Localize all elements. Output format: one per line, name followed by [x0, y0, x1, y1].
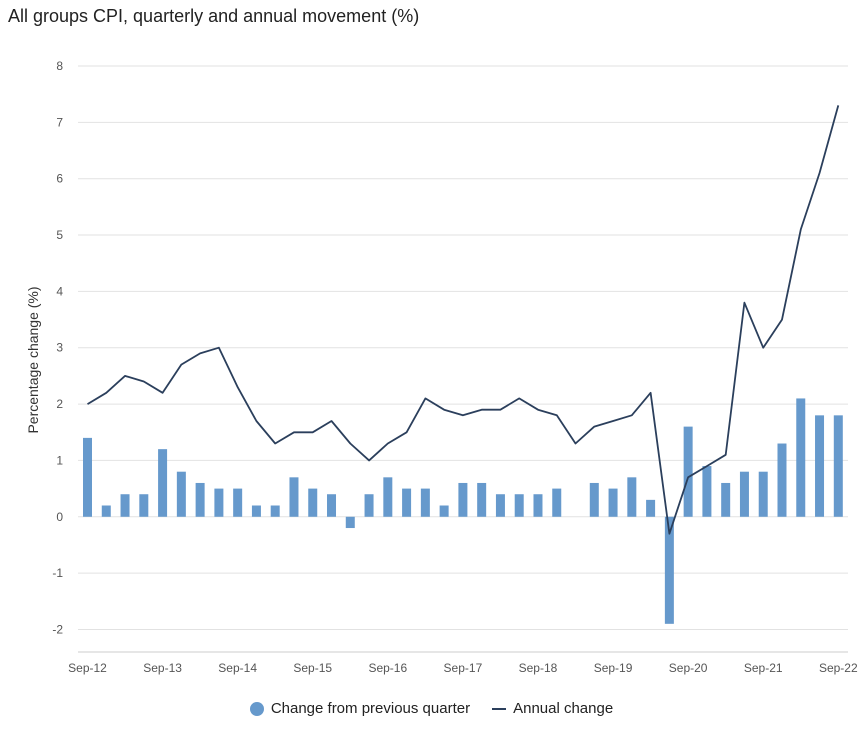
x-tick-label: Sep-21: [744, 661, 783, 675]
annual-change-line[interactable]: [87, 105, 840, 535]
bar-Sep-20[interactable]: [683, 426, 693, 517]
bar-Dec-21[interactable]: [777, 443, 787, 517]
bar-Mar-14[interactable]: [195, 482, 205, 517]
bar-Dec-19[interactable]: [627, 477, 637, 517]
y-tick-label: 2: [56, 397, 63, 411]
y-tick-label: 1: [56, 453, 63, 467]
bar-Mar-13[interactable]: [120, 494, 130, 517]
bar-Jun-14[interactable]: [214, 488, 224, 517]
x-tick-label: Sep-19: [594, 661, 633, 675]
bar-Sep-12[interactable]: [83, 437, 92, 517]
y-tick-labels: -2 -1 0 1 2 3 4 5 6 7 8: [52, 59, 63, 636]
bar-Jun-18[interactable]: [514, 494, 524, 517]
bar-Jun-21[interactable]: [739, 471, 749, 517]
bar-Sep-19[interactable]: [608, 488, 618, 517]
chart-title: All groups CPI, quarterly and annual mov…: [8, 6, 420, 26]
bar-Jun-16[interactable]: [364, 494, 374, 517]
bar-Sep-13[interactable]: [158, 449, 168, 517]
bar-Sep-16[interactable]: [383, 477, 393, 517]
bar-Mar-16[interactable]: [345, 516, 355, 529]
bar-Sep-14[interactable]: [233, 488, 243, 517]
bar-Dec-14[interactable]: [251, 505, 261, 517]
bar-Jun-13[interactable]: [139, 494, 149, 517]
y-tick-label: 5: [56, 228, 63, 242]
legend-bar-swatch: [249, 701, 264, 716]
bar-Jun-19[interactable]: [589, 482, 599, 517]
bar-Dec-12[interactable]: [101, 505, 111, 517]
bar-Sep-21[interactable]: [758, 471, 768, 517]
x-tick-label: Sep-17: [444, 661, 483, 675]
bar-Mar-17[interactable]: [420, 488, 430, 517]
bar-Sep-22[interactable]: [833, 415, 843, 517]
bar-Dec-18[interactable]: [552, 488, 562, 517]
gridlines: [78, 65, 848, 653]
bar-Mar-15[interactable]: [270, 505, 280, 517]
y-tick-label: -1: [52, 566, 63, 580]
bar-Mar-18[interactable]: [495, 494, 505, 517]
y-tick-label: 3: [56, 341, 63, 355]
x-tick-label: Sep-12: [68, 661, 107, 675]
y-tick-label: 0: [56, 510, 63, 524]
y-tick-label: -2: [52, 622, 63, 636]
legend-label-annual: Annual change: [513, 700, 614, 717]
legend-line-swatch: [492, 707, 507, 710]
y-tick-label: 7: [56, 115, 63, 129]
bar-Jun-17[interactable]: [439, 505, 449, 517]
bar-Dec-16[interactable]: [402, 488, 412, 517]
bar-Mar-21[interactable]: [721, 482, 731, 517]
bar-Sep-18[interactable]: [533, 494, 543, 517]
x-tick-label: Sep-16: [368, 661, 407, 675]
bar-Dec-17[interactable]: [477, 482, 487, 517]
x-tick-labels: Sep-12 Sep-13 Sep-14 Sep-15 Sep-16 Sep-17 Sep-…: [68, 661, 858, 675]
x-tick-label: Sep-20: [669, 661, 708, 675]
bar-Jun-20[interactable]: [664, 516, 674, 624]
bar-Jun-22[interactable]: [815, 415, 825, 517]
legend: Change from previous quarter Annual chan…: [0, 700, 863, 717]
bar-Jun-15[interactable]: [289, 477, 299, 517]
x-tick-label: Sep-22: [819, 661, 858, 675]
bar-series: [83, 398, 843, 624]
y-tick-label: 6: [56, 172, 63, 186]
legend-item-quarterly[interactable]: Change from previous quarter: [249, 700, 471, 717]
bar-Sep-15[interactable]: [308, 488, 318, 517]
bar-Mar-20[interactable]: [646, 499, 656, 517]
legend-label-quarterly: Change from previous quarter: [270, 700, 471, 717]
bar-Dec-20[interactable]: [702, 466, 712, 517]
x-tick-label: Sep-18: [519, 661, 558, 675]
legend-item-annual[interactable]: Annual change: [492, 700, 613, 717]
x-tick-label: Sep-15: [293, 661, 332, 675]
bar-Sep-17[interactable]: [458, 482, 468, 517]
y-tick-label: 8: [56, 59, 63, 73]
bar-Dec-13[interactable]: [176, 471, 186, 517]
bar-Dec-15[interactable]: [327, 494, 337, 517]
x-tick-label: Sep-13: [143, 661, 182, 675]
x-tick-label: Sep-14: [218, 661, 257, 675]
bar-Mar-22[interactable]: [796, 398, 806, 517]
y-tick-label: 4: [56, 284, 63, 298]
line-series: [87, 105, 840, 535]
y-axis-label: Percentage change (%): [25, 286, 41, 433]
